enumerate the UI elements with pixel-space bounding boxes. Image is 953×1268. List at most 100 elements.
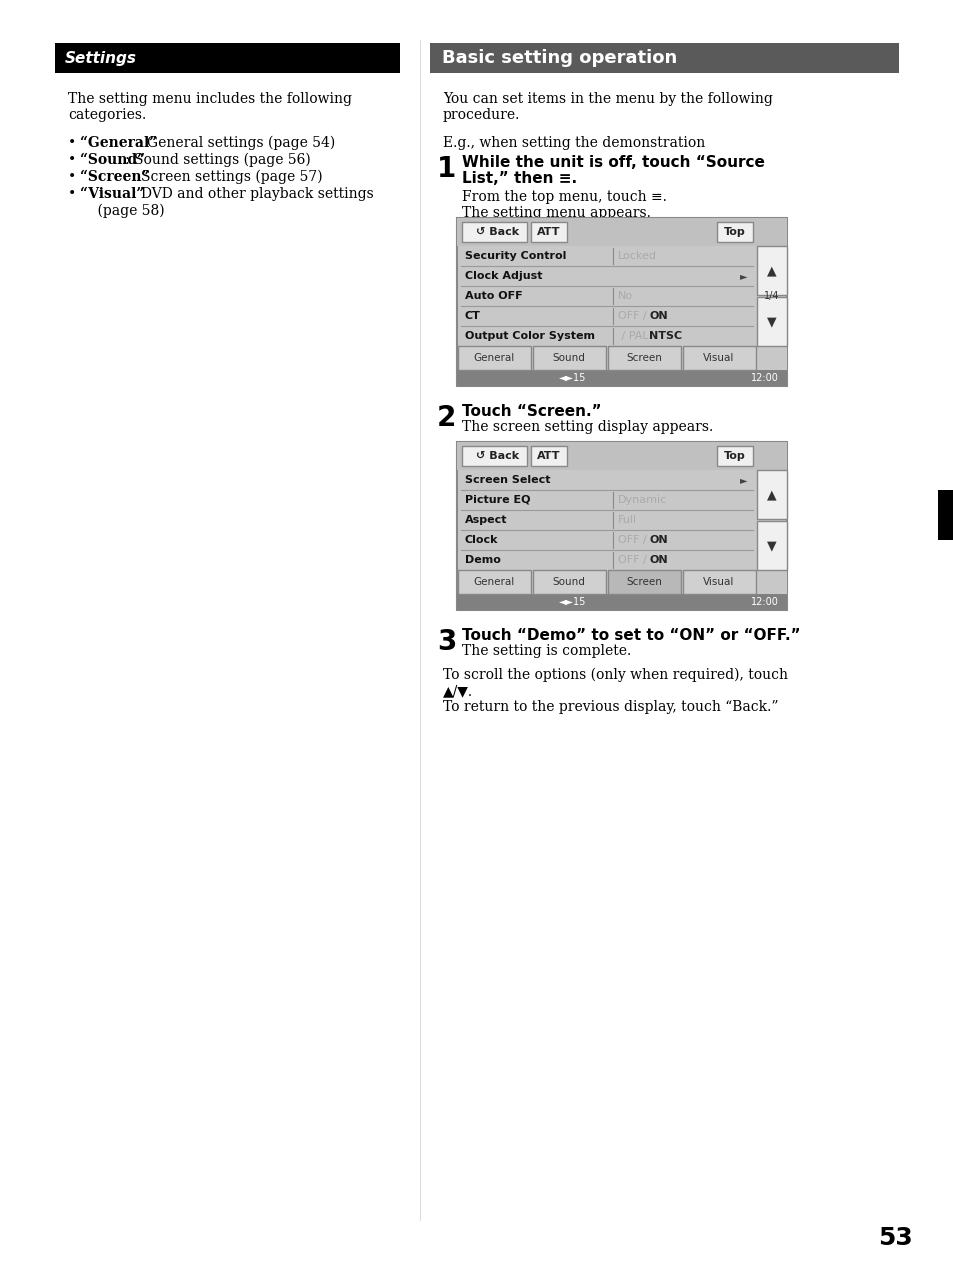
Text: Sound: Sound bbox=[552, 353, 585, 363]
Text: 3: 3 bbox=[436, 628, 456, 656]
Text: Screen Select: Screen Select bbox=[464, 476, 550, 484]
Text: The screen setting display appears.: The screen setting display appears. bbox=[461, 420, 713, 434]
Text: NTSC: NTSC bbox=[649, 331, 681, 341]
Text: Clock: Clock bbox=[464, 535, 498, 545]
Text: While the unit is off, touch “Source: While the unit is off, touch “Source bbox=[461, 155, 764, 170]
Text: Aspect: Aspect bbox=[464, 515, 507, 525]
Text: 12:00: 12:00 bbox=[750, 597, 779, 607]
Bar bbox=[531, 222, 566, 242]
Text: : Screen settings (page 57): : Screen settings (page 57) bbox=[132, 170, 322, 184]
Bar bbox=[457, 571, 531, 593]
Text: General: General bbox=[473, 577, 514, 587]
Text: You can set items in the menu by the following: You can set items in the menu by the fol… bbox=[442, 93, 772, 107]
Bar bbox=[456, 370, 786, 385]
Text: ATT: ATT bbox=[537, 451, 560, 462]
Text: 53: 53 bbox=[877, 1226, 911, 1250]
Bar bbox=[757, 571, 786, 593]
Text: ►: ► bbox=[739, 476, 746, 484]
Text: Top: Top bbox=[723, 227, 745, 237]
Text: ◄►15: ◄►15 bbox=[558, 597, 585, 607]
Bar bbox=[461, 222, 526, 242]
Text: General: General bbox=[473, 353, 514, 363]
Text: “Visual”: “Visual” bbox=[80, 186, 144, 202]
Text: 1: 1 bbox=[436, 155, 456, 183]
Bar bbox=[757, 346, 786, 370]
Text: Settings: Settings bbox=[65, 51, 137, 66]
Bar bbox=[682, 346, 755, 370]
Text: ▲: ▲ bbox=[766, 264, 776, 276]
Bar bbox=[55, 43, 399, 74]
Text: Auto OFF: Auto OFF bbox=[464, 290, 522, 301]
Text: List,” then ≡.: List,” then ≡. bbox=[461, 171, 577, 186]
Text: CT: CT bbox=[464, 311, 480, 321]
Text: ↺ Back: ↺ Back bbox=[476, 227, 518, 237]
Bar bbox=[461, 446, 526, 467]
Bar bbox=[607, 346, 680, 370]
Text: The setting is complete.: The setting is complete. bbox=[461, 644, 631, 658]
Bar bbox=[533, 346, 605, 370]
Text: •: • bbox=[68, 170, 81, 184]
Bar bbox=[757, 470, 786, 519]
Text: From the top menu, touch ≡.: From the top menu, touch ≡. bbox=[461, 190, 666, 204]
Text: Touch “Screen.”: Touch “Screen.” bbox=[461, 404, 601, 418]
Text: ▼: ▼ bbox=[766, 539, 776, 552]
Text: Visual: Visual bbox=[702, 577, 734, 587]
Text: Screen: Screen bbox=[625, 577, 661, 587]
Text: 1/4: 1/4 bbox=[763, 290, 779, 301]
Text: Screen: Screen bbox=[625, 353, 661, 363]
Text: Sound: Sound bbox=[552, 577, 585, 587]
Text: Dynamic: Dynamic bbox=[618, 495, 666, 505]
Text: The setting menu includes the following: The setting menu includes the following bbox=[68, 93, 352, 107]
Text: ON: ON bbox=[649, 311, 667, 321]
Text: / PAL: / PAL bbox=[618, 331, 648, 341]
Text: 2: 2 bbox=[436, 404, 456, 432]
Text: Demo: Demo bbox=[464, 555, 500, 566]
Bar bbox=[682, 571, 755, 593]
Text: categories.: categories. bbox=[68, 108, 146, 122]
Text: Full: Full bbox=[618, 515, 637, 525]
Text: procedure.: procedure. bbox=[442, 108, 519, 122]
Bar bbox=[937, 489, 953, 540]
Bar bbox=[533, 571, 605, 593]
Bar bbox=[430, 43, 898, 74]
Text: “Screen”: “Screen” bbox=[80, 170, 150, 184]
Text: ◄►15: ◄►15 bbox=[558, 373, 585, 383]
Text: OFF /: OFF / bbox=[618, 311, 650, 321]
Bar bbox=[757, 246, 786, 295]
Text: E.g., when setting the demonstration: E.g., when setting the demonstration bbox=[442, 136, 704, 150]
Text: To scroll the options (only when required), touch: To scroll the options (only when require… bbox=[442, 668, 787, 682]
Bar bbox=[757, 521, 786, 571]
Text: Output Color System: Output Color System bbox=[464, 331, 595, 341]
Bar bbox=[717, 222, 752, 242]
Text: ▲: ▲ bbox=[766, 488, 776, 501]
Text: “General”: “General” bbox=[80, 136, 157, 150]
Bar bbox=[457, 346, 531, 370]
Bar bbox=[456, 593, 786, 610]
Text: •: • bbox=[68, 153, 81, 167]
Bar bbox=[607, 571, 680, 593]
Bar bbox=[757, 297, 786, 346]
Text: ON: ON bbox=[649, 555, 667, 566]
Text: •: • bbox=[68, 136, 81, 150]
Text: OFF /: OFF / bbox=[618, 535, 650, 545]
Text: OFF /: OFF / bbox=[618, 555, 650, 566]
Text: No: No bbox=[618, 290, 633, 301]
Text: : DVD and other playback settings: : DVD and other playback settings bbox=[132, 186, 374, 202]
Text: The setting menu appears.: The setting menu appears. bbox=[461, 205, 650, 221]
Text: Basic setting operation: Basic setting operation bbox=[441, 49, 677, 67]
Text: : General settings (page 54): : General settings (page 54) bbox=[138, 136, 335, 151]
Text: Clock Adjust: Clock Adjust bbox=[464, 271, 542, 281]
Text: •: • bbox=[68, 186, 81, 202]
Text: 12:00: 12:00 bbox=[750, 373, 779, 383]
Text: To return to the previous display, touch “Back.”: To return to the previous display, touch… bbox=[442, 700, 778, 714]
Text: ▲/▼.: ▲/▼. bbox=[442, 683, 473, 697]
Text: ATT: ATT bbox=[537, 227, 560, 237]
Text: “Sound”: “Sound” bbox=[80, 153, 145, 167]
Bar bbox=[456, 443, 786, 470]
Bar bbox=[531, 446, 566, 467]
Text: Top: Top bbox=[723, 451, 745, 462]
Text: ►: ► bbox=[739, 271, 746, 281]
Text: ↺ Back: ↺ Back bbox=[476, 451, 518, 462]
Text: Touch “Demo” to set to “ON” or “OFF.”: Touch “Demo” to set to “ON” or “OFF.” bbox=[461, 628, 800, 643]
Text: Visual: Visual bbox=[702, 353, 734, 363]
